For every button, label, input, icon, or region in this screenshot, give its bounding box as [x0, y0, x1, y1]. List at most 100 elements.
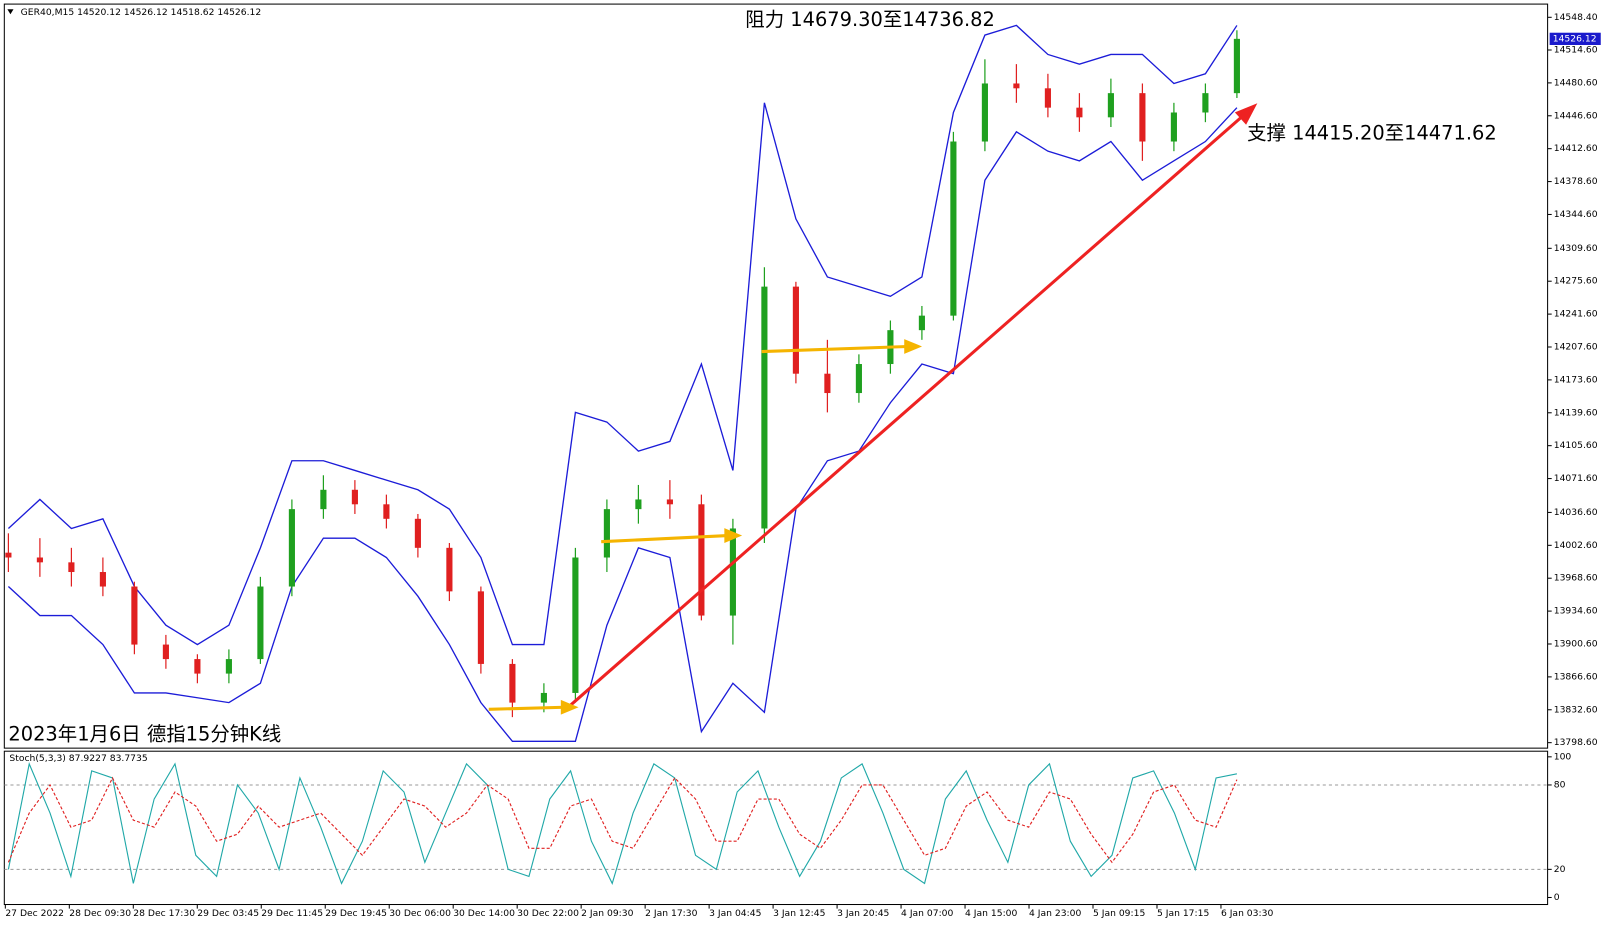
candle-body — [446, 547, 453, 592]
y-tick-label: 14344.60 — [1554, 209, 1598, 220]
level-arrows — [488, 339, 923, 715]
candle-body — [509, 663, 516, 703]
y-tick-label: 13866.60 — [1554, 671, 1598, 682]
x-tick-label: 5 Jan 09:15 — [1093, 908, 1145, 919]
candle-body — [5, 552, 12, 558]
candle-body — [792, 286, 799, 374]
x-tick-label: 3 Jan 12:45 — [773, 908, 825, 919]
y-tick-label: 100 — [1554, 751, 1572, 762]
y-tick-label: 0 — [1554, 892, 1560, 903]
y-tick-label: 13900.60 — [1554, 638, 1598, 649]
resistance-note: 阻力 14679.30至14736.82 — [745, 8, 995, 31]
y-tick-label: 20 — [1554, 864, 1566, 875]
candle-body — [320, 489, 327, 510]
trend-arrowhead — [1234, 103, 1258, 125]
chart-caption: 2023年1月6日 德指15分钟K线 — [8, 722, 281, 745]
candle-body — [1139, 93, 1146, 142]
trend-line — [569, 109, 1251, 707]
y-tick-label: 13934.60 — [1554, 606, 1598, 617]
candle-body — [99, 572, 106, 587]
x-tick-label: 6 Jan 03:30 — [1221, 908, 1273, 919]
x-tick-label: 2 Jan 17:30 — [645, 908, 697, 919]
x-tick-label: 29 Dec 11:45 — [261, 908, 323, 919]
x-tick-label: 28 Dec 17:30 — [133, 908, 195, 919]
marks: 14548.40 14514.60 14480.60 14446.60 14412.60… — [4, 12, 1601, 919]
x-tick-label: 30 Dec 06:00 — [389, 908, 451, 919]
x-tick-label: 4 Jan 23:00 — [1029, 908, 1081, 919]
level-arrow — [601, 534, 728, 544]
last-price-box — [1549, 32, 1601, 45]
stoch-panel — [3, 750, 1549, 906]
candle-body — [383, 504, 390, 519]
x-tick-label: 29 Dec 03:45 — [197, 908, 259, 919]
candle-body — [1044, 88, 1051, 108]
candle-body — [1170, 112, 1177, 142]
candle-body — [1013, 83, 1020, 89]
y-tick-label: 14241.60 — [1554, 309, 1598, 320]
candle-body — [540, 692, 547, 703]
candle-body — [918, 315, 925, 331]
x-tick-label: 29 Dec 19:45 — [325, 908, 387, 919]
header-icon — [7, 9, 14, 15]
candle-body — [1202, 93, 1209, 113]
arrowhead — [724, 528, 743, 543]
candle-body — [761, 286, 768, 529]
candle-body — [729, 528, 736, 616]
x-tick-label: 3 Jan 20:45 — [837, 908, 889, 919]
bollinger-band — [7, 107, 1238, 742]
y-tick-label: 14071.60 — [1554, 473, 1598, 484]
y-tick-label: 14309.60 — [1554, 243, 1598, 254]
level-arrow — [761, 344, 908, 354]
arrowhead — [904, 339, 923, 354]
candle-body — [603, 509, 610, 558]
x-tick-label: 5 Jan 17:15 — [1157, 908, 1209, 919]
y-tick-label: 14378.60 — [1554, 176, 1598, 187]
x-tick-label: 4 Jan 07:00 — [901, 908, 953, 919]
candle-body — [950, 141, 957, 316]
candle-body — [477, 591, 484, 664]
x-tick-label: 30 Dec 22:00 — [517, 908, 579, 919]
candle-body — [257, 586, 264, 660]
candle-body — [68, 562, 75, 573]
candle-body — [1076, 107, 1083, 118]
x-tick-label: 4 Jan 15:00 — [965, 908, 1017, 919]
candle-body — [572, 557, 579, 693]
chart-header: GER40,M15 14520.12 14526.12 14518.62 145… — [21, 7, 262, 18]
y-tick-label: 14036.60 — [1554, 507, 1598, 518]
arrowhead — [560, 699, 579, 715]
candle-body — [855, 364, 862, 394]
stoch-line — [7, 776, 1238, 864]
candle-body — [698, 504, 705, 616]
y-tick-label: 14139.60 — [1554, 407, 1598, 418]
candle-body — [635, 499, 642, 510]
candle-body — [351, 489, 358, 505]
candle-body — [981, 83, 988, 142]
x-tick-label: 28 Dec 09:30 — [69, 908, 131, 919]
y-tick-label: 13798.60 — [1554, 737, 1598, 748]
y-tick-label: 13832.60 — [1554, 704, 1598, 715]
level-arrow — [488, 705, 565, 711]
candle-body — [824, 373, 831, 394]
x-tick-label: 27 Dec 2022 — [5, 908, 64, 919]
x-tick-label: 30 Dec 14:00 — [453, 908, 515, 919]
stoch-header: Stoch(5,3,3) 87.9227 83.7735 — [9, 753, 147, 764]
y-tick-label: 14275.60 — [1554, 276, 1598, 287]
y-tick-label: 14173.60 — [1554, 374, 1598, 385]
y-tick-label: 14207.60 — [1554, 341, 1598, 352]
support-note: 支撑 14415.20至14471.62 — [1247, 121, 1497, 144]
candle-body — [288, 509, 295, 587]
x-tick-label: 2 Jan 09:30 — [581, 908, 633, 919]
candle-body — [162, 644, 169, 660]
candle-body — [414, 518, 421, 548]
candle-body — [36, 557, 43, 563]
candle-body — [1233, 38, 1240, 94]
y-tick-label: 14548.40 — [1554, 12, 1598, 23]
y-tick-label: 14446.60 — [1554, 110, 1598, 121]
y-tick-label: 14412.60 — [1554, 143, 1598, 154]
candle-body — [1107, 93, 1114, 118]
y-tick-label: 14480.60 — [1554, 77, 1598, 88]
y-tick-label: 80 — [1554, 779, 1566, 790]
y-tick-label: 14514.60 — [1554, 44, 1598, 55]
